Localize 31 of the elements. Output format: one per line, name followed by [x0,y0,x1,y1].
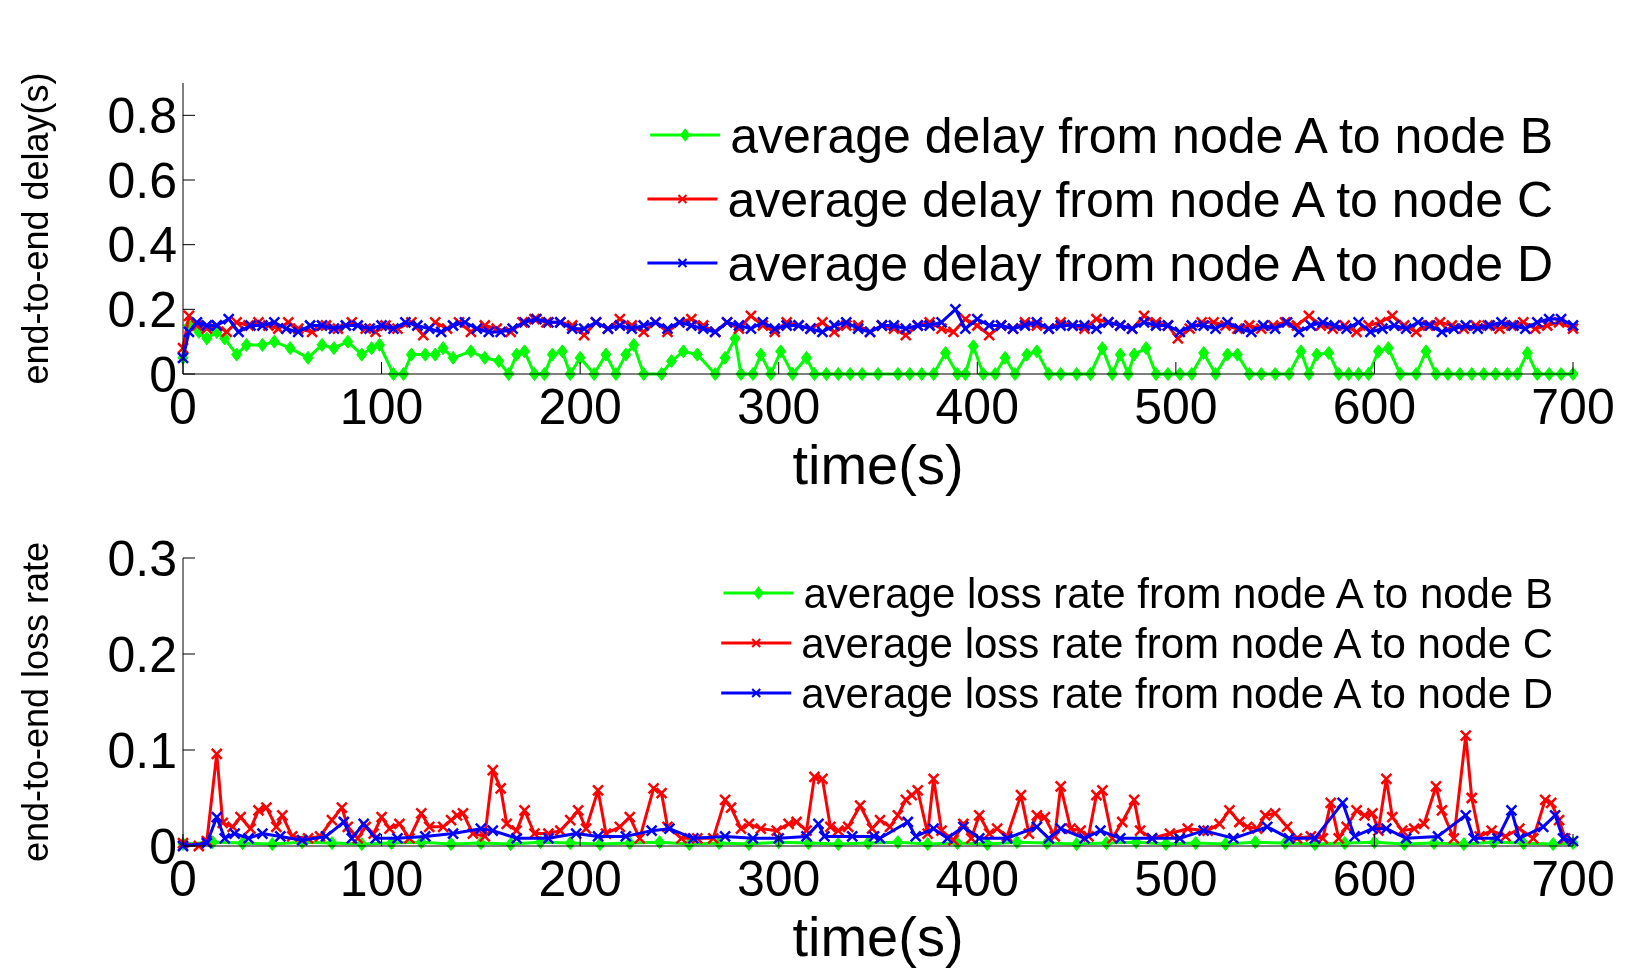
y-axis-title: end-to-end delay(s) [15,72,56,385]
y-tick-label: 0.6 [107,152,177,209]
x-tick-label: 100 [339,851,424,907]
x-tick-label: 200 [538,851,622,907]
legend-label: average delay from node A to node D [727,235,1553,292]
x-tick-label: 500 [1134,379,1218,435]
legend-label: average loss rate from node A to node D [801,669,1553,717]
x-tick-label: 400 [935,379,1019,435]
y-tick-label: 0.2 [107,281,177,338]
x-tick-label: 700 [1531,379,1615,435]
y-tick-label: 0.8 [107,87,177,144]
y-axis-title: end-to-end loss rate [15,541,56,863]
x-tick-label: 100 [339,379,424,435]
x-tick-label: 600 [1332,379,1417,435]
x-tick-label: 400 [935,851,1019,907]
legend-label: average loss rate from node A to node C [801,619,1553,667]
y-tick-label: 0.2 [107,626,177,683]
y-tick-label: 0.4 [107,217,177,274]
x-tick-label: 300 [737,379,821,435]
x-tick-label: 300 [737,851,821,907]
x-tick-label: 200 [538,379,622,435]
legend-label: average delay from node A to node B [730,107,1553,164]
y-tick-label: 0.1 [107,722,177,779]
x-tick-label: 700 [1531,851,1615,907]
legend-label: average delay from node A to node C [727,171,1553,228]
x-tick-label: 600 [1332,851,1417,907]
x-axis-title: time(s) [792,433,964,496]
x-axis-title: time(s) [792,905,964,968]
y-tick-label: 0.3 [107,530,177,587]
x-tick-label: 500 [1134,851,1218,907]
legend-label: average loss rate from node A to node B [803,569,1553,617]
